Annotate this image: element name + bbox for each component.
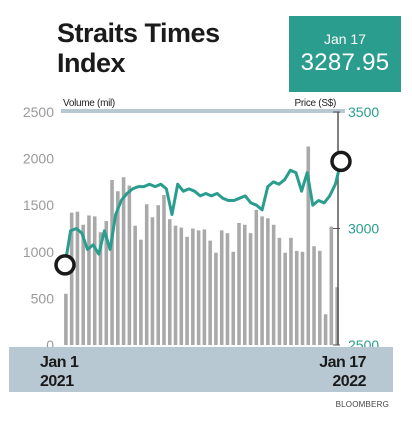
volume-bar bbox=[237, 222, 241, 345]
volume-bars bbox=[64, 146, 339, 345]
volume-bar bbox=[64, 293, 68, 345]
left-tick-label: 0 bbox=[46, 337, 54, 353]
volume-bar bbox=[202, 229, 207, 345]
volume-bar bbox=[98, 232, 103, 345]
volume-bar bbox=[81, 224, 85, 345]
volume-bar bbox=[156, 205, 161, 345]
volume-bar bbox=[75, 211, 80, 345]
volume-bar bbox=[260, 216, 264, 345]
volume-bar bbox=[127, 185, 132, 345]
volume-bar bbox=[329, 226, 334, 345]
volume-bar bbox=[116, 191, 120, 345]
source-credit: BLOOMBERG bbox=[335, 400, 389, 409]
date-band bbox=[9, 347, 393, 392]
volume-bar bbox=[196, 230, 201, 345]
right-tick-label: 3500 bbox=[348, 104, 379, 120]
volume-bar bbox=[208, 240, 212, 345]
volume-bar bbox=[144, 204, 149, 345]
price-line bbox=[63, 159, 343, 267]
right-tick-label: 3000 bbox=[348, 221, 379, 237]
volume-bar bbox=[173, 225, 178, 345]
volume-bar bbox=[104, 221, 109, 345]
volume-bar bbox=[289, 237, 293, 345]
volume-bar bbox=[225, 233, 230, 345]
volume-bar bbox=[335, 287, 339, 345]
volume-bar bbox=[121, 177, 126, 345]
volume-bar bbox=[133, 225, 137, 345]
left-tick-label: 1500 bbox=[23, 197, 54, 213]
volume-bar bbox=[277, 237, 282, 345]
volume-bar bbox=[248, 233, 253, 345]
x-end-date: Jan 17 bbox=[319, 354, 366, 371]
volume-bar bbox=[179, 227, 184, 345]
callout-date: Jan 17 bbox=[323, 31, 367, 47]
volume-bar bbox=[323, 314, 328, 345]
right-axis-series-label: Price (S$) bbox=[295, 98, 336, 109]
volume-bar bbox=[254, 209, 259, 345]
volume-bar bbox=[242, 224, 247, 345]
title-line-1: Straits Times bbox=[57, 18, 220, 48]
volume-bar bbox=[219, 230, 224, 345]
start-price-marker bbox=[54, 254, 76, 276]
volume-bar bbox=[150, 217, 155, 345]
left-tick-label: 2500 bbox=[23, 104, 54, 120]
volume-bar bbox=[92, 216, 97, 345]
volume-bar bbox=[300, 251, 305, 345]
volume-bar bbox=[214, 252, 218, 345]
x-start-year: 2021 bbox=[40, 373, 74, 390]
left-tick-label: 500 bbox=[31, 290, 55, 306]
volume-bar bbox=[139, 239, 143, 345]
left-axis-series-label: Volume (mil) bbox=[63, 98, 115, 109]
callout-value: 3287.95 bbox=[300, 49, 390, 76]
x-start-date: Jan 1 bbox=[40, 354, 79, 371]
left-tick-label: 2000 bbox=[23, 151, 54, 167]
chart-title: Straits Times Index bbox=[57, 18, 220, 78]
volume-bar bbox=[162, 194, 166, 345]
volume-bar bbox=[191, 228, 195, 345]
volume-bar bbox=[110, 180, 114, 345]
volume-bar bbox=[266, 218, 270, 345]
volume-bar bbox=[231, 251, 236, 345]
volume-bar bbox=[318, 250, 322, 345]
end-price-marker bbox=[330, 150, 352, 173]
latest-value-callout: Jan 17 3287.95 bbox=[289, 16, 401, 92]
volume-bar bbox=[283, 252, 287, 345]
volume-bar bbox=[167, 219, 172, 345]
volume-bar bbox=[294, 250, 299, 345]
volume-bar bbox=[271, 224, 276, 345]
x-end-year: 2022 bbox=[332, 373, 366, 390]
left-tick-label: 1000 bbox=[23, 244, 54, 260]
header-rule bbox=[61, 109, 345, 113]
volume-bar bbox=[185, 236, 189, 345]
volume-bar bbox=[69, 212, 74, 345]
volume-bar bbox=[306, 146, 311, 345]
volume-bar bbox=[87, 215, 91, 345]
title-line-2: Index bbox=[57, 48, 126, 78]
volume-bar bbox=[312, 246, 316, 345]
